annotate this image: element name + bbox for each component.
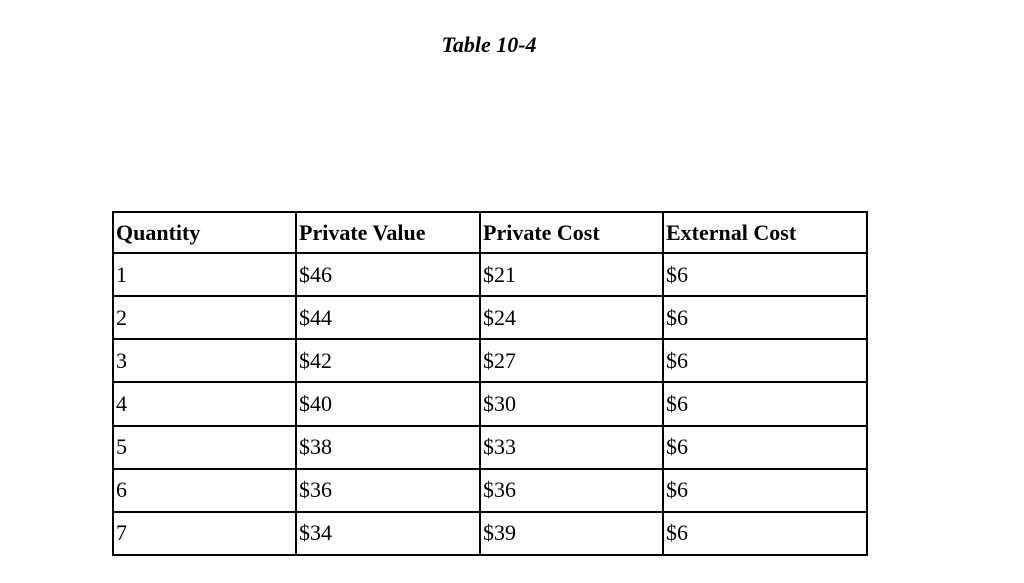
column-header: External Cost <box>662 211 868 254</box>
header-row: Quantity Private Value Private Cost Externa… <box>112 211 868 254</box>
table-cell: 4 <box>112 381 297 427</box>
table-row: 4 $40 $30 $6 <box>112 381 868 427</box>
table-cell: $21 <box>479 251 664 298</box>
table-row: 7 $34 $39 $6 <box>112 510 868 557</box>
table-cell: 6 <box>112 467 297 513</box>
table-cell: $6 <box>662 338 868 384</box>
table-cell: $6 <box>662 295 868 341</box>
table-cell: $40 <box>295 381 481 427</box>
table-cell: $38 <box>295 424 481 470</box>
column-header: Quantity <box>112 211 297 254</box>
table-cell: $30 <box>479 381 664 427</box>
table-cell: $36 <box>479 467 664 513</box>
table-cell: $34 <box>295 510 481 557</box>
table-cell: 3 <box>112 338 297 384</box>
table-title: Table 10-4 <box>441 32 537 57</box>
table-cell: $6 <box>662 510 868 557</box>
table-cell: $39 <box>479 510 664 557</box>
table-row: 3 $42 $27 $6 <box>112 338 868 384</box>
table-row: 1 $46 $21 $6 <box>112 251 868 298</box>
table-cell: $6 <box>662 381 868 427</box>
table-cell: $6 <box>662 251 868 298</box>
table-cell: $36 <box>295 467 481 513</box>
table-cell: $6 <box>662 467 868 513</box>
data-table: Quantity Private Value Private Cost Externa… <box>112 211 868 557</box>
table-cell: $44 <box>295 295 481 341</box>
table-row: 5 $38 $33 $6 <box>112 424 868 470</box>
table-cell: 7 <box>112 510 297 557</box>
table-cell: 2 <box>112 295 297 341</box>
table-cell: $27 <box>479 338 664 384</box>
column-header: Private Cost <box>479 211 664 254</box>
table-cell: $33 <box>479 424 664 470</box>
table-row: 2 $44 $24 $6 <box>112 295 868 341</box>
table-cell: $6 <box>662 424 868 470</box>
table-cell: $42 <box>295 338 481 384</box>
table-row: 6 $36 $36 $6 <box>112 467 868 513</box>
table-cell: 5 <box>112 424 297 470</box>
table-cell: $46 <box>295 251 481 298</box>
table-cell: 1 <box>112 251 297 298</box>
column-header: Private Value <box>295 211 481 254</box>
table-cell: $24 <box>479 295 664 341</box>
